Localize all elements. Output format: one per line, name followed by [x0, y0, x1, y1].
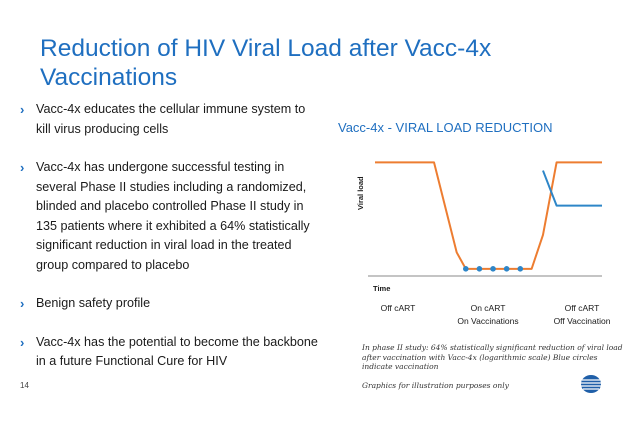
bullet-list: › Vacc-4x educates the cellular immune sy… [20, 100, 320, 391]
vaccination-point [503, 266, 510, 272]
page-number: 14 [20, 381, 29, 390]
company-logo-icon [581, 375, 601, 393]
x-axis-label: Time [373, 284, 391, 293]
chevron-right-icon: › [20, 160, 25, 175]
slide-title: Reduction of HIV Viral Load after Vacc-4… [40, 35, 492, 91]
vaccination-point [490, 266, 496, 272]
viral-load-chart [368, 161, 602, 277]
series-line-0 [375, 161, 602, 270]
illustration-note: Graphics for illustration purposes only [362, 381, 509, 390]
phase-line1: Off cART [380, 303, 416, 313]
series-line-1 [542, 170, 602, 207]
bullet-text: Vacc-4x has the potential to become the … [36, 334, 318, 369]
chevron-right-icon: › [20, 334, 25, 350]
chart-caption: In phase II study: 64% statistically sig… [362, 343, 623, 371]
bullet-text: Vacc-4x has undergone successful testing… [36, 160, 310, 272]
phase-line1: On cART [470, 303, 506, 313]
bullet-item: › Vacc-4x has the potential to become the… [20, 333, 320, 372]
chevron-right-icon: › [20, 296, 25, 311]
vaccination-point [517, 266, 524, 272]
chart-title: Vacc-4x - VIRAL LOAD REDUCTION [338, 120, 553, 135]
y-axis-label: Viral load [356, 176, 365, 210]
bullet-item: › Vacc-4x has undergone successful testin… [20, 158, 320, 275]
phase-label-on-cart: On cART On Vaccinations [446, 302, 530, 328]
phase-line1: Off cART [564, 303, 600, 313]
bullet-text: Vacc-4x educates the cellular immune sys… [36, 102, 306, 136]
chevron-right-icon: › [20, 102, 25, 117]
phase-line2: On Vaccinations [457, 316, 519, 326]
bullet-text: Benign safety profile [36, 296, 151, 310]
vaccination-point [476, 266, 483, 272]
bullet-item: › Vacc-4x educates the cellular immune sy… [20, 100, 320, 139]
phase-label-off-cart: Off cART [368, 302, 428, 315]
phase-label-off-vaccination: Off cART Off Vaccination [540, 302, 624, 328]
phase-line2: Off Vaccination [553, 316, 611, 326]
vaccination-point [463, 266, 469, 272]
bullet-item: › Benign safety profile [20, 294, 320, 314]
